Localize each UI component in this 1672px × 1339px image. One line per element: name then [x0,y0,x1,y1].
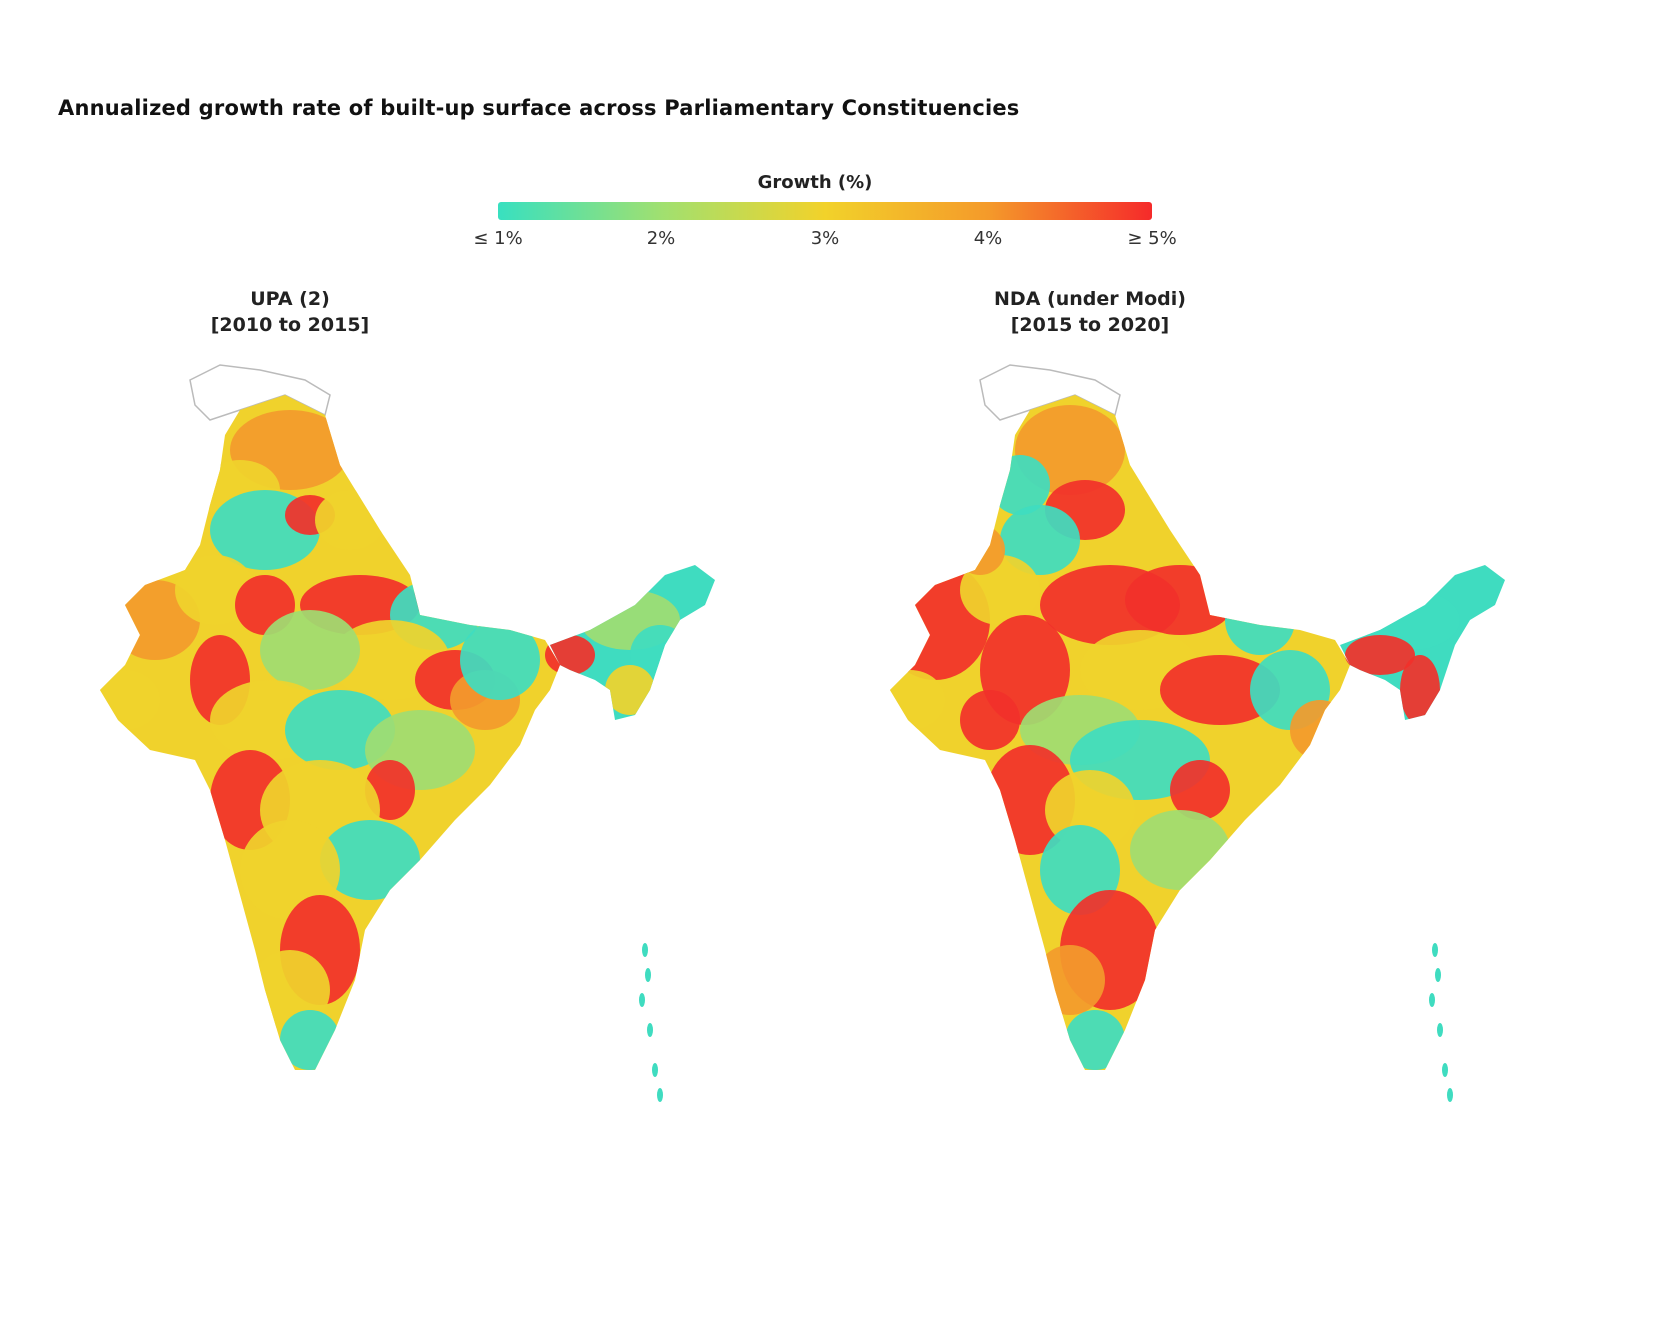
constituency-region [175,555,255,625]
constituency-region [260,610,360,690]
constituency-region [1130,810,1230,890]
island-region [1442,1063,1448,1077]
constituency-region [890,670,945,730]
chart-title: Annualized growth rate of built-up surfa… [58,96,1020,120]
constituency-region [1290,700,1350,760]
island-region [1429,993,1435,1007]
island-region [652,1063,658,1077]
island-region [1437,1023,1443,1037]
legend-tick: 3% [810,228,840,249]
map-title-line2: [2015 to 2020] [1010,314,1170,336]
constituency-region [240,820,340,920]
constituency-region [320,820,420,900]
map-title-line1: NDA (under Modi) [994,288,1186,310]
constituency-region [460,620,540,700]
island-region [1435,968,1441,982]
legend-tick: 2% [646,228,676,249]
india-map-upa [100,364,715,1102]
island-region [645,968,651,982]
map-nda [880,364,1600,1180]
island-region [647,1023,653,1037]
legend-gradient-bar [498,202,1152,220]
constituency-region [100,670,160,730]
island-region [1432,943,1438,957]
constituency-region [1225,585,1295,655]
constituency-region [955,525,1005,575]
constituency-region [1000,505,1080,575]
map-title-line1: UPA (2) [250,288,330,310]
constituency-region [1345,635,1415,675]
constituency-region [1245,570,1305,620]
constituency-region [280,1010,340,1070]
constituency-region [315,490,385,550]
constituency-region [1170,760,1230,820]
island-region [1447,1088,1453,1102]
legend-tick: ≤ 1% [473,228,523,249]
constituency-region [960,555,1040,625]
map-upa [90,364,810,1180]
constituency-region [960,690,1020,750]
india-map-nda [890,364,1505,1102]
constituency-region [1160,655,1280,725]
legend-tick: ≥ 5% [1127,228,1177,249]
legend-tick: 4% [973,228,1003,249]
color-legend: Growth (%) ≤ 1% 2% 3% 4% ≥ 5% [470,168,1230,258]
island-region [657,1088,663,1102]
map-title-line2: [2010 to 2015] [210,314,370,336]
constituency-region [1400,655,1440,725]
map-title-nda: NDA (under Modi) [2015 to 2020] [980,286,1200,338]
constituency-region [1035,945,1105,1015]
island-region [642,943,648,957]
constituency-region [1065,1010,1125,1070]
legend-title: Growth (%) [757,172,873,193]
map-title-upa: UPA (2) [2010 to 2015] [190,286,390,338]
constituency-region [605,665,655,715]
island-region [639,993,645,1007]
constituency-region [1125,565,1235,635]
constituency-region [545,635,595,675]
